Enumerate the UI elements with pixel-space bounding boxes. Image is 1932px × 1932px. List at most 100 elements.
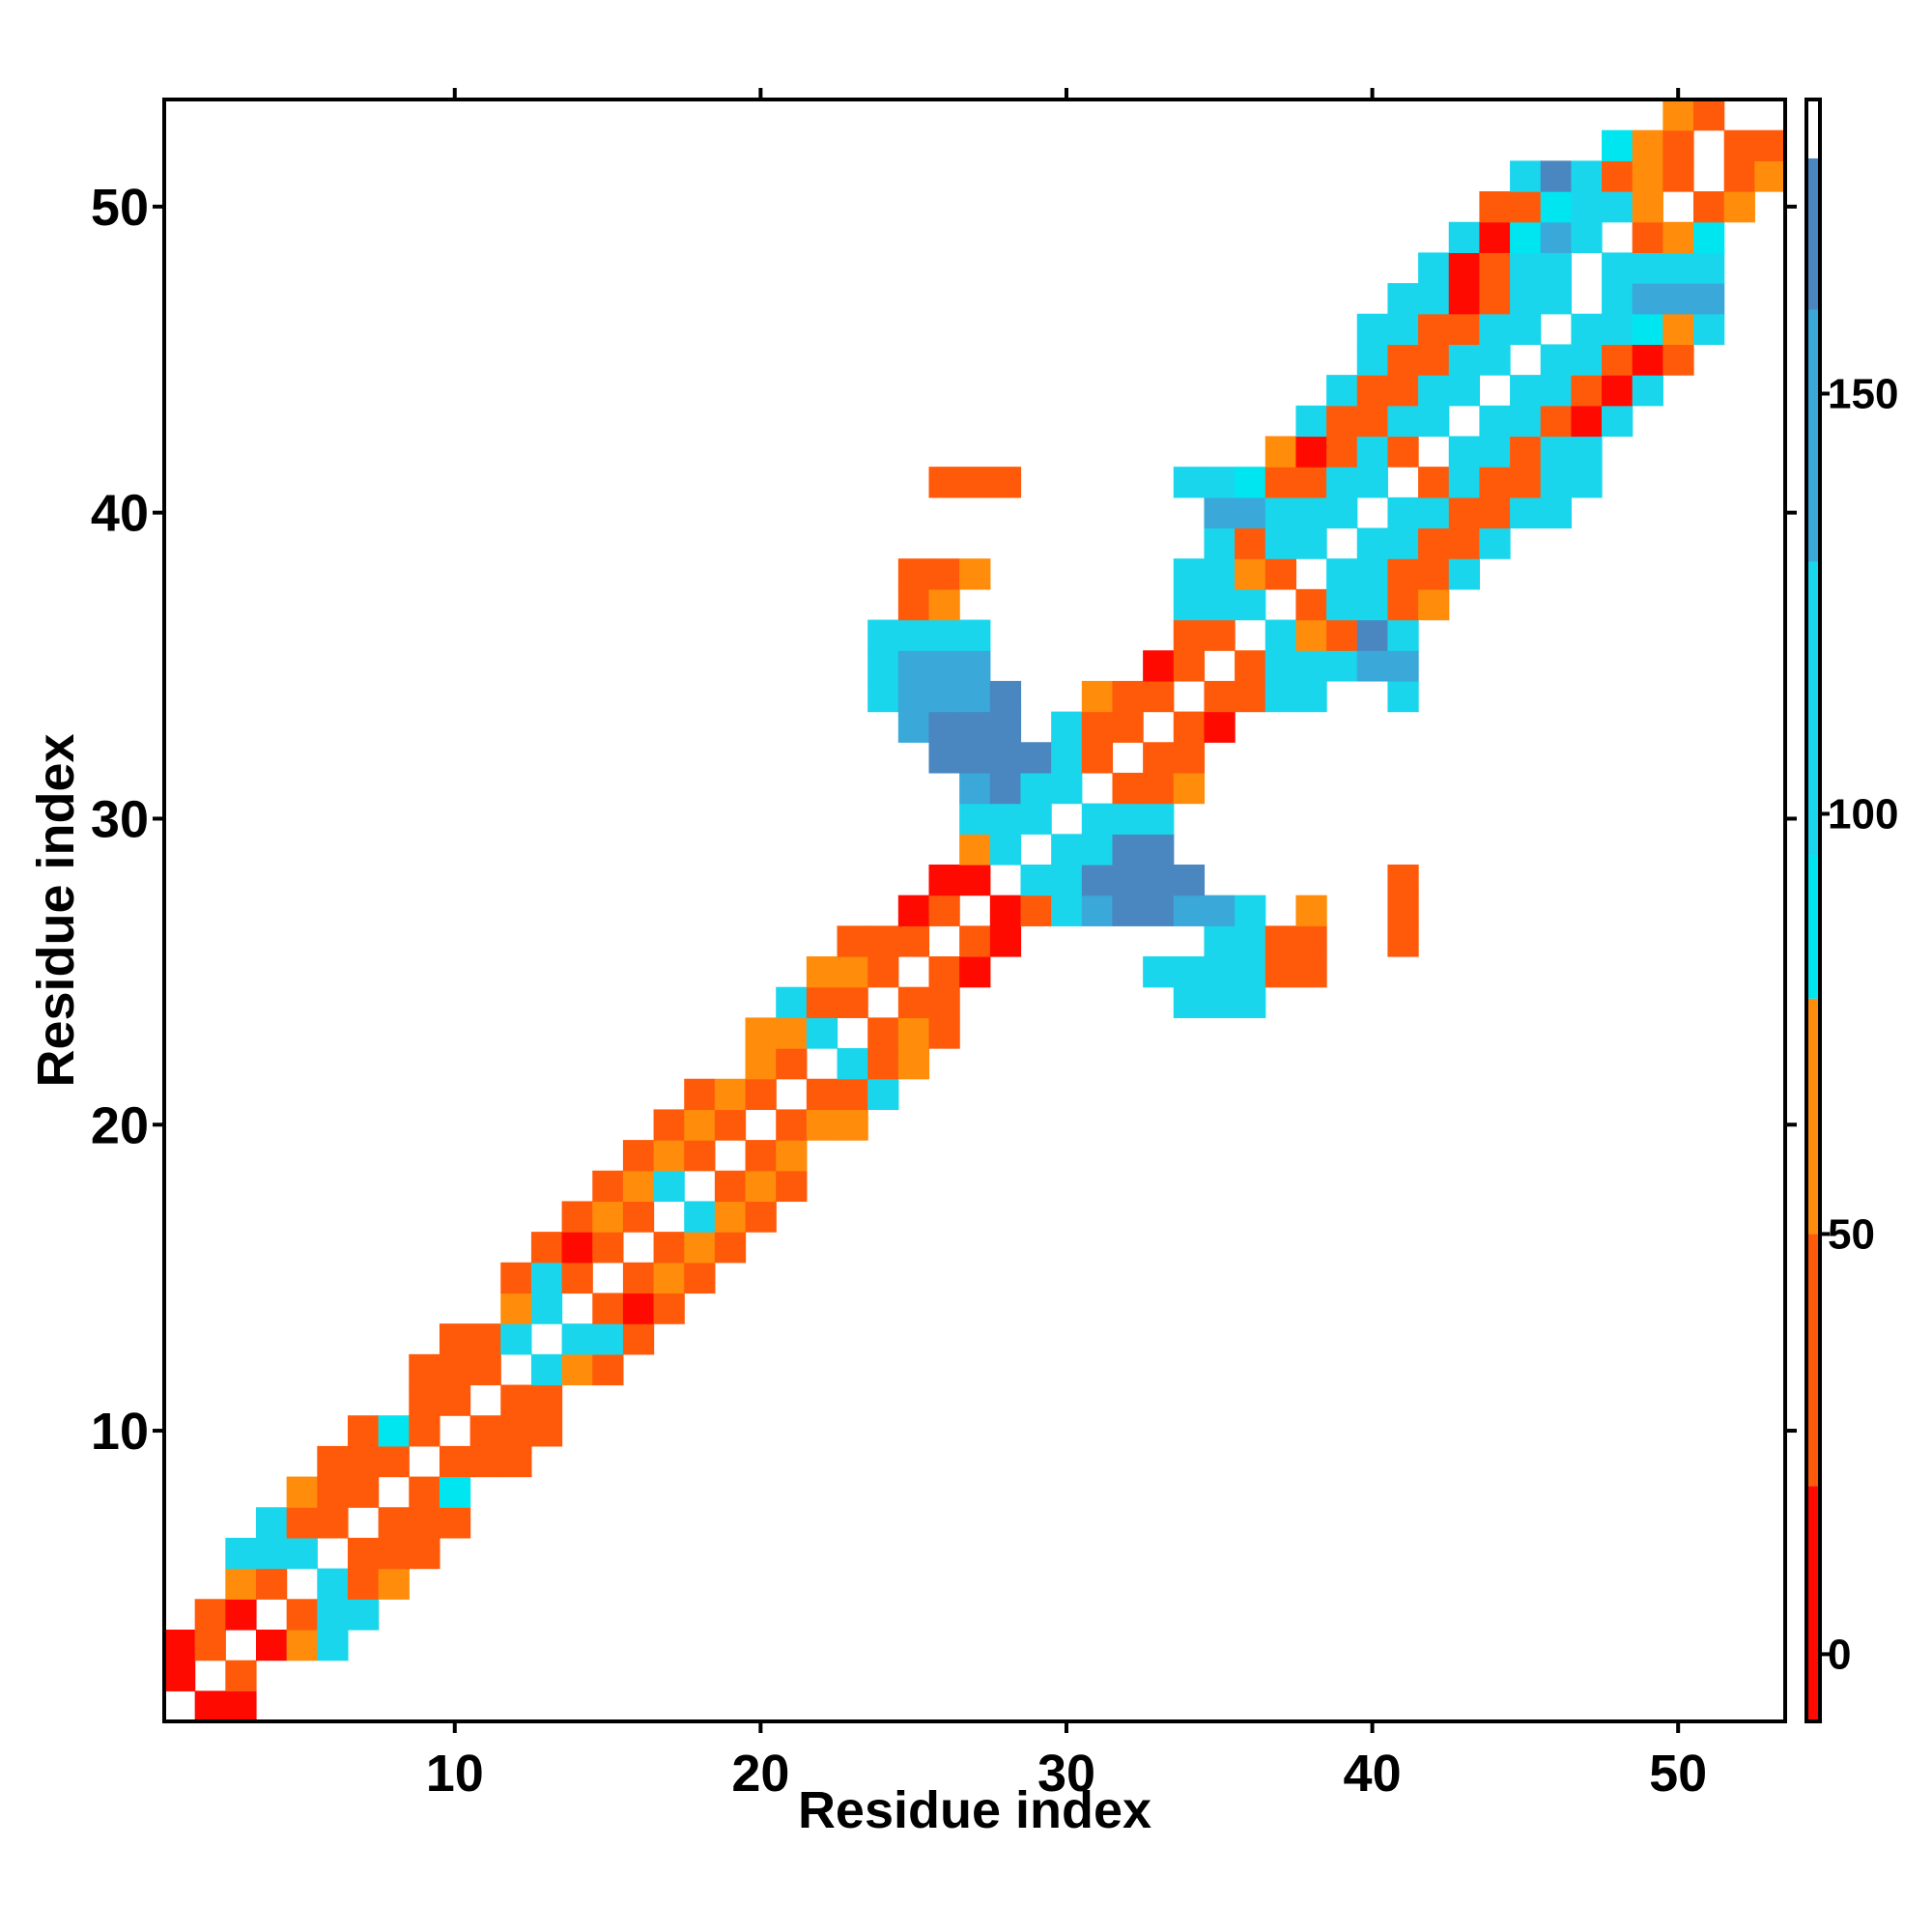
heatmap-cell [1356,467,1389,498]
heatmap-cell [561,1262,593,1294]
colorbar-tick-label: 100 [1828,790,1898,838]
heatmap-cell [1020,742,1052,774]
heatmap-cell [1326,588,1358,621]
heatmap-cell [1112,803,1144,835]
heatmap-cell [1632,344,1663,376]
heatmap-cell [1143,864,1175,896]
heatmap-cell [286,1599,318,1631]
heatmap-cell [1020,895,1052,926]
heatmap-cell [1295,650,1327,682]
heatmap-cell [530,1293,563,1324]
heatmap-cell [1602,252,1634,284]
heatmap-cell [1235,588,1266,621]
heatmap-cell [1418,527,1450,559]
heatmap-cell [1448,467,1480,498]
heatmap-cell [1662,221,1694,253]
colorbar-band [1806,309,1820,562]
heatmap-cell [1235,527,1266,559]
heatmap-cell [1693,191,1725,223]
heatmap-cell [745,1140,777,1172]
heatmap-cell [255,1537,288,1570]
heatmap-cell [1540,405,1572,438]
heatmap-cell [1326,436,1358,468]
heatmap-cell [1723,129,1755,161]
heatmap-cell [1326,619,1358,651]
heatmap-cell [1173,619,1206,651]
heatmap-cell [561,1201,593,1233]
heatmap-cell [1235,956,1266,988]
heatmap-cell [1356,619,1389,651]
heatmap-cell [1204,527,1236,559]
y-axis-label: Residue index [27,733,85,1087]
colorbar: 0 50 100 150 [1804,98,1898,1723]
heatmap-cell [1418,375,1450,407]
heatmap-cell [1723,160,1755,192]
heatmap-cell [837,986,868,1018]
heatmap-cell [1051,711,1083,743]
heatmap-cell [989,925,1022,957]
heatmap-cell [1540,252,1572,284]
heatmap-cell [653,1140,685,1172]
heatmap-cell [1264,680,1297,713]
heatmap-cell [1418,405,1450,438]
heatmap-cell [1510,405,1542,438]
heatmap-cell [1204,895,1236,926]
heatmap-cell [1264,925,1297,957]
heatmap-cell [928,588,960,621]
heatmap-cell [776,1109,808,1141]
heatmap-cell [989,772,1022,805]
heatmap-cell [1020,803,1052,835]
heatmap-cell [1387,313,1419,346]
heatmap-cell [500,1415,532,1447]
heatmap-cell [439,1323,471,1355]
heatmap-cell [317,1476,349,1508]
heatmap-cell [1602,405,1634,438]
heatmap-cell [1479,497,1511,529]
heatmap-cell [776,986,808,1018]
heatmap-cell [1571,221,1603,253]
heatmap-cell [317,1507,349,1539]
heatmap-cell [409,1507,440,1539]
heatmap-cell [1448,527,1480,559]
heatmap-cell [989,834,1022,866]
heatmap-cell [592,1232,624,1264]
heatmap-cell [1051,864,1083,896]
heatmap-cell [1754,129,1786,161]
heatmap-cell [561,1232,593,1264]
heatmap-cell [1204,467,1236,498]
heatmap-cell [1387,619,1419,651]
heatmap-cell [317,1445,349,1478]
heatmap-cell [928,742,960,774]
heatmap-cell [837,1109,868,1141]
heatmap-cell [347,1568,380,1600]
heatmap-cell [989,467,1022,498]
heatmap-cell [897,588,930,621]
heatmap-cell [1173,772,1206,805]
heatmap-cell [1204,986,1236,1018]
heatmap-cell [1510,160,1542,192]
heatmap-cell [1143,680,1175,713]
heatmap-cell [1173,864,1206,896]
heatmap-cell [928,956,960,988]
heatmap-cell [1510,221,1542,253]
heatmap-cell [1479,467,1511,498]
heatmap-cell [1112,834,1144,866]
heatmap-cell [592,1323,624,1355]
heatmap-cell [1387,283,1419,315]
heatmap-cell [1387,375,1419,407]
heatmap-cell [378,1507,410,1539]
heatmap-cell [1295,436,1327,468]
heatmap-cell [1235,680,1266,713]
heatmap-cell [1326,467,1358,498]
colorbar-tick-label: 50 [1828,1210,1875,1258]
heatmap-cell [469,1415,501,1447]
heatmap-cell [1295,956,1327,988]
heatmap-cell [1448,497,1480,529]
heatmap-cell [378,1415,410,1447]
heatmap-cell [622,1170,655,1203]
heatmap-cell [317,1629,349,1662]
heatmap-cell [409,1415,440,1447]
heatmap-cell [409,1476,440,1508]
heatmap-cell [1479,313,1511,346]
heatmap-cell [500,1384,532,1416]
